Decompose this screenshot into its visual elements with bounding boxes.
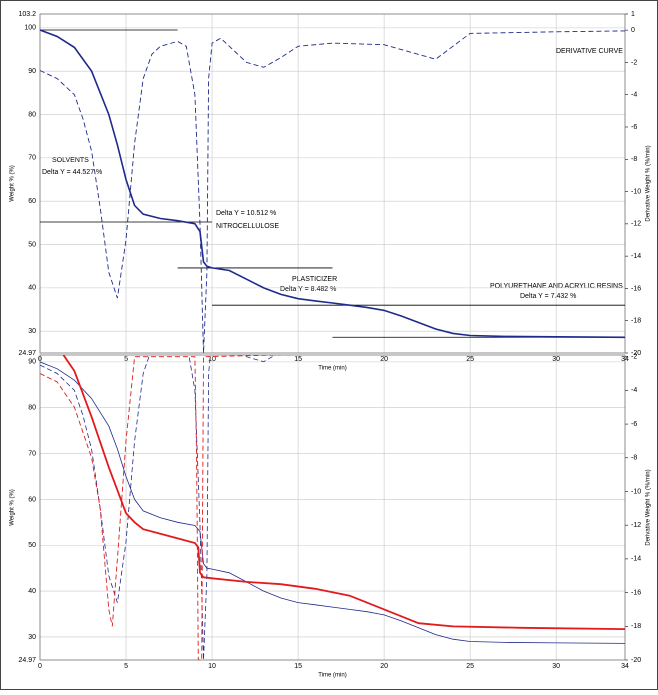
y2-tick-label: -6: [631, 124, 637, 131]
y2-tick-label: -18: [631, 623, 641, 630]
plot-area: [40, 29, 625, 353]
y2-tick-label: -12: [631, 221, 641, 228]
x-tick-label: 10: [208, 663, 216, 670]
annotation: NITROCELLULOSE: [216, 223, 279, 230]
y2-tick-label: 1: [631, 11, 635, 18]
y-tick-label: 60: [28, 198, 36, 205]
y2-tick-label: -16: [631, 285, 641, 292]
y2-axis-label: Derivative Weight % (%/min): [646, 145, 652, 221]
y-tick-label: 70: [28, 450, 36, 457]
annotation: Delta Y = 44.527 %: [42, 169, 102, 176]
annotation: Delta Y = 7.432 %: [520, 293, 576, 300]
y-tick-label: 90: [28, 359, 36, 366]
y2-axis-label: Derivative Weight % (%/min): [646, 469, 652, 545]
y2-tick-label: -16: [631, 589, 641, 596]
plot-frame: [39, 354, 626, 661]
y2-tick-label: -2: [631, 59, 637, 66]
series-line: [40, 355, 276, 660]
annotation: SOLVENTS: [52, 157, 89, 164]
x-axis-label: Time (min): [318, 366, 346, 372]
y2-tick-label: -10: [631, 488, 641, 495]
x-tick-label: 20: [380, 663, 388, 670]
y-tick-label: 24.97: [18, 350, 36, 357]
y2-tick-label: -4: [631, 92, 637, 99]
annotation: Delta Y = 10.512 %: [216, 210, 276, 217]
x-tick-label: 15: [294, 663, 302, 670]
y-tick-label: 30: [28, 328, 36, 335]
y2-tick-label: -8: [631, 455, 637, 462]
y-tick-label: 80: [28, 405, 36, 412]
annotation: Delta Y = 8.482 %: [280, 286, 336, 293]
x-axis-label: Time (min): [318, 673, 346, 679]
annotation: PLASTICIZER: [292, 276, 337, 283]
y-tick-label: 80: [28, 111, 36, 118]
y2-tick-label: -10: [631, 188, 641, 195]
y-tick-label: 30: [28, 634, 36, 641]
x-tick-label: 0: [38, 663, 42, 670]
y-tick-label: 50: [28, 542, 36, 549]
y-tick-label: 103.2: [18, 11, 36, 18]
plot-area: [40, 355, 625, 660]
y2-tick-label: -8: [631, 156, 637, 163]
y-tick-label: 24.97: [18, 657, 36, 664]
y2-tick-label: -20: [631, 350, 641, 357]
y2-tick-label: -6: [631, 421, 637, 428]
y-tick-label: 40: [28, 588, 36, 595]
series-line: [40, 30, 625, 353]
annotation: DERIVATIVE CURVE: [556, 48, 623, 55]
y-tick-label: 70: [28, 155, 36, 162]
y2-tick-label: -4: [631, 387, 637, 394]
x-tick-label: 34: [621, 663, 629, 670]
plot-frame: [39, 13, 626, 354]
x-tick-label: 5: [124, 663, 128, 670]
series-line: [40, 29, 625, 339]
y-tick-label: 90: [28, 68, 36, 75]
y-tick-label: 100: [24, 25, 36, 32]
y2-tick-label: -20: [631, 657, 641, 664]
x-tick-label: 25: [466, 663, 474, 670]
y-tick-label: 50: [28, 241, 36, 248]
y-axis-label: Weight % (%): [10, 165, 16, 202]
y-tick-label: 40: [28, 285, 36, 292]
y2-tick-label: -14: [631, 556, 641, 563]
y2-tick-label: -14: [631, 253, 641, 260]
series-line: [62, 355, 625, 630]
y-axis-label: Weight % (%): [10, 489, 16, 526]
y-tick-label: 60: [28, 496, 36, 503]
y2-tick-label: 0: [631, 27, 635, 34]
series-line: [40, 361, 625, 644]
y2-tick-label: -2: [631, 354, 637, 361]
y2-tick-label: -12: [631, 522, 641, 529]
y2-tick-label: -18: [631, 318, 641, 325]
x-tick-label: 30: [552, 663, 560, 670]
annotation: POLYURETHANE AND ACRYLIC RESINS: [490, 283, 623, 290]
series-line: [40, 355, 296, 660]
